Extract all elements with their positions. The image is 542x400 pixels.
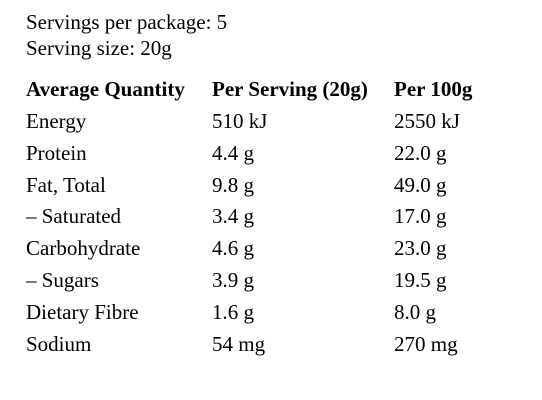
row-label: Dietary Fibre [26,299,139,324]
cell-value: 8.0 g [394,299,436,324]
cell-value: 17.0 g [394,204,447,229]
cell-value: 9.8 g [212,172,254,197]
cell-value: 19.5 g [394,268,447,292]
column-header: Per 100g [394,77,473,101]
row-label: – Sugars [26,268,99,292]
column-header: Average Quantity [26,77,185,101]
cell-value: 510 kJ [212,109,268,133]
cell-value: 3.9 g [212,268,254,292]
row-label: Sodium [26,331,92,356]
cell-value: 1.6 g [212,299,254,324]
cell-value: 4.6 g [212,236,254,261]
cell-value: 3.4 g [212,204,254,229]
cell-value: 270 mg [394,331,458,356]
column-header: Per Serving (20g) [212,77,368,101]
cell-value: 49.0 g [394,172,447,197]
servings-text: Servings per package: 5 [26,10,228,34]
row-label: Carbohydrate [26,236,141,261]
cell-value: 23.0 g [394,236,447,261]
cell-value: 2550 kJ [394,109,460,133]
cell-value: 22.0 g [394,140,447,165]
serving-size-text: Serving size: 20g [26,36,172,60]
row-label: – Saturated [26,204,122,229]
row-label: Fat, Total [26,172,106,197]
cell-value: 4.4 g [212,140,254,165]
row-label: Energy [26,109,87,133]
cell-value: 54 mg [212,331,266,356]
row-label: Protein [26,140,87,165]
